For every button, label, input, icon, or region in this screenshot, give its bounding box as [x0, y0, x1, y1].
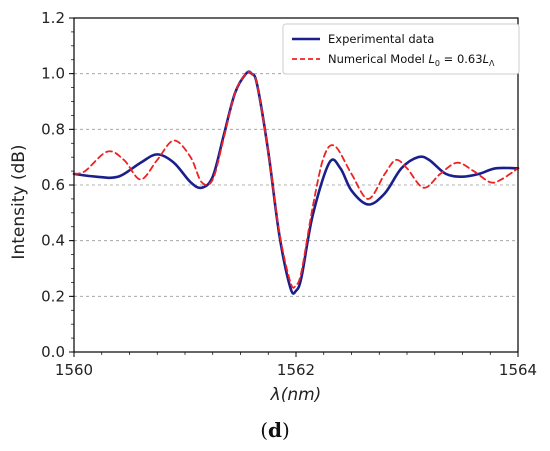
legend: Experimental data Numerical Model L0 = 0… [282, 23, 520, 75]
panel-label-close: ) [281, 418, 290, 442]
y-tick-label: 0.6 [41, 176, 65, 194]
series-line-model [73, 70, 519, 289]
legend-label-model: Numerical Model L0 = 0.63LΛ [328, 52, 495, 68]
y-tick-label: 0.0 [41, 343, 65, 361]
tick-labels: 0.0 0.2 0.4 0.6 0.8 1.0 1.2 1560 1562 1564 [41, 9, 537, 379]
plot-frame [73, 17, 519, 353]
series-line-experimental [72, 70, 520, 295]
x-tick-label: 1562 [277, 361, 315, 379]
legend-box [282, 23, 520, 75]
grid-lines [74, 73, 518, 297]
y-tick-label: 0.4 [41, 232, 65, 250]
panel-label: (d) [0, 418, 550, 442]
legend-label-experimental: Experimental data [328, 32, 434, 46]
panel-label-open: ( [260, 418, 268, 442]
y-axis-title: Intensity (dB) [9, 144, 29, 259]
y-tick-label: 1.2 [41, 9, 65, 27]
series-lines [72, 70, 520, 295]
y-tick-label: 0.8 [41, 120, 65, 138]
y-tick-label: 1.0 [41, 65, 65, 83]
x-tick-label: 1560 [55, 361, 93, 379]
x-tick-label: 1564 [499, 361, 537, 379]
y-tick-label: 0.2 [41, 287, 65, 305]
panel-label-letter: d [268, 418, 282, 442]
x-axis-title: λ(nm) [270, 385, 322, 405]
